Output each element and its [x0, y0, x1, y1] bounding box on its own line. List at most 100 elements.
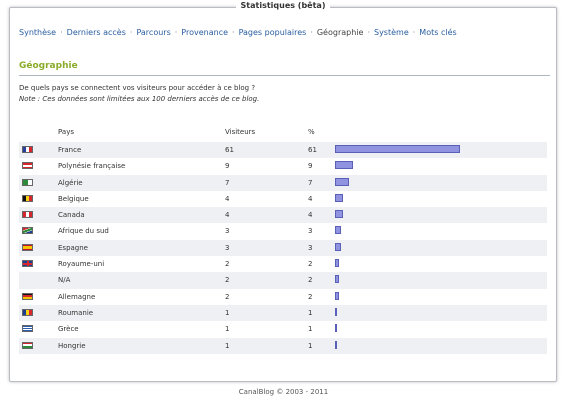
- percent-bar: [335, 307, 337, 316]
- nav-separator: ·: [60, 28, 63, 37]
- percent-bar: [335, 226, 341, 235]
- country-name: Afrique du sud: [58, 227, 109, 236]
- visitor-count: 1: [225, 308, 230, 317]
- nav-separator: ·: [174, 28, 178, 37]
- nav-separator: ·: [412, 28, 416, 37]
- country-name: Belgique: [58, 194, 89, 203]
- table-row: N/A 2 2: [19, 272, 547, 289]
- visitor-count: 2: [225, 260, 230, 269]
- country-name: France: [58, 146, 82, 154]
- table-row: Hongrie 1 1: [19, 337, 547, 354]
- nav-separator: ·: [129, 28, 133, 37]
- country-name: Algérie: [58, 178, 83, 187]
- geo-table: Pays Visiteurs % France 61 61 Polynésie fra…: [19, 126, 547, 354]
- country-name: Roumanie: [58, 308, 94, 317]
- table-row: Canada 4 4: [19, 207, 547, 224]
- percent-value: 1: [308, 325, 313, 334]
- nav-item[interactable]: Mots clés: [419, 28, 457, 37]
- percent-value: 1: [308, 341, 313, 350]
- percent-value: 2: [308, 260, 313, 269]
- table-row: France 61 61: [19, 142, 547, 159]
- percent-bar: [335, 340, 337, 349]
- visitor-count: 9: [225, 162, 230, 171]
- country-name: Grèce: [58, 325, 79, 334]
- flag-france-icon: [22, 146, 33, 153]
- section-heading: Géographie: [19, 61, 78, 71]
- percent-value: 3: [308, 243, 313, 252]
- heading-divider: [19, 75, 550, 76]
- percent-bar: [335, 193, 343, 202]
- table-row: Algérie 7 7: [19, 174, 547, 191]
- table-row: Royaume-uni 2 2: [19, 256, 547, 272]
- percent-value: 4: [308, 211, 313, 220]
- nav-item: Géographie: [316, 28, 364, 37]
- percent-value: 3: [308, 227, 313, 236]
- percent-value: 61: [308, 146, 317, 154]
- percent-value: 7: [308, 178, 313, 187]
- visitor-count: 4: [225, 211, 230, 220]
- panel-title: Statistiques (bêta): [10, 1, 556, 10]
- nav-separator: ·: [367, 28, 370, 37]
- flag-germany-icon: [22, 292, 33, 300]
- header-pays: Pays: [58, 128, 74, 136]
- footer: CanalBlog © 2003 - 2011: [238, 388, 329, 396]
- nav-item[interactable]: Derniers accès: [66, 28, 126, 37]
- country-name: N/A: [58, 276, 71, 285]
- percent-value: 9: [308, 162, 313, 171]
- visitor-count: 7: [225, 178, 230, 187]
- country-name: Canada: [58, 211, 85, 220]
- nav-item[interactable]: Système: [373, 28, 409, 37]
- percent-bar: [335, 177, 349, 186]
- flag-spain-icon: [22, 243, 33, 251]
- country-name: Polynésie française: [58, 162, 126, 171]
- table-header: Pays Visiteurs %: [19, 126, 547, 142]
- visitor-count: 1: [225, 325, 230, 334]
- stats-nav: Synthèse · Derniers accès · Parcours · Provena…: [19, 28, 457, 37]
- table-row: Allemagne 2 2: [19, 289, 547, 305]
- section-note: Note : Ces données sont limitées aux 100…: [19, 95, 260, 103]
- section-description: De quels pays se connectent vos visiteur…: [19, 84, 256, 92]
- country-name: Espagne: [58, 243, 88, 252]
- table-row: Espagne 3 3: [19, 239, 547, 257]
- table-row: Roumanie 1 1: [19, 304, 547, 322]
- percent-value: 4: [308, 194, 313, 203]
- visitor-count: 3: [225, 227, 230, 236]
- percent-value: 2: [308, 276, 313, 285]
- percent-bar: [335, 291, 339, 300]
- flag-greece-icon: [22, 325, 33, 333]
- percent-value: 1: [308, 308, 313, 317]
- visitor-count: 1: [225, 341, 230, 350]
- percent-bar: [335, 259, 339, 268]
- country-name: Allemagne: [58, 292, 96, 301]
- flag-canada-icon: [22, 211, 33, 219]
- header-percent: %: [308, 128, 315, 136]
- nav-item[interactable]: Parcours: [136, 28, 171, 37]
- visitor-count: 61: [225, 146, 234, 154]
- table-row: Grèce 1 1: [19, 321, 547, 337]
- flag-uk-icon: [22, 260, 33, 268]
- flag-romania-icon: [22, 308, 33, 316]
- table-row: Afrique du sud 3 3: [19, 223, 547, 239]
- visitor-count: 4: [225, 194, 230, 203]
- visitor-count: 2: [225, 276, 230, 285]
- header-visiteurs: Visiteurs: [225, 128, 256, 136]
- flag-hungary-icon: [22, 341, 33, 349]
- table-body: France 61 61 Polynésie française 9 9 Algérie 7 7…: [19, 142, 547, 354]
- table-row: Belgique 4 4: [19, 191, 547, 207]
- nav-item[interactable]: Pages populaires: [238, 28, 307, 37]
- percent-bar: [335, 210, 343, 219]
- percent-bar: [335, 161, 353, 170]
- percent-bar: [335, 324, 337, 333]
- country-name: Hongrie: [58, 341, 86, 350]
- flag-belgium-icon: [22, 194, 33, 202]
- country-name: Royaume-uni: [58, 260, 105, 269]
- percent-bar: [335, 242, 341, 251]
- nav-separator: ·: [310, 28, 313, 37]
- stats-panel: Statistiques (bêta) Synthèse · Derniers ac…: [9, 1, 557, 382]
- nav-item[interactable]: Provenance: [181, 28, 229, 37]
- percent-bar: [335, 275, 339, 284]
- nav-separator: ·: [232, 28, 235, 37]
- flag-algeria-icon: [22, 178, 33, 186]
- nav-item[interactable]: Synthèse: [19, 28, 57, 37]
- percent-value: 2: [308, 292, 313, 301]
